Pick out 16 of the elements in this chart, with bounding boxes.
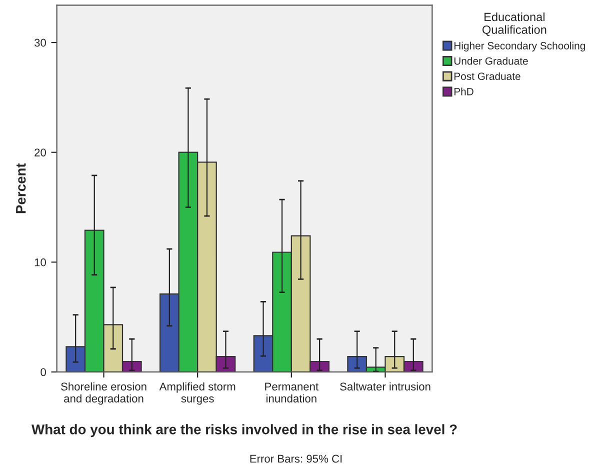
legend-title: Educational Qualification xyxy=(482,12,546,36)
legend-label: PhD xyxy=(454,88,474,96)
y-axis-title: Percent xyxy=(16,163,26,214)
legend-label: Post Graduate xyxy=(454,72,520,80)
y-tick-label: 0 xyxy=(40,368,46,376)
x-axis-title: What do you think are the risks involved in the rise in sea level ? xyxy=(32,424,457,438)
y-tick-label: 20 xyxy=(34,148,46,156)
x-tick-label: Shoreline erosion and degradation xyxy=(61,382,146,405)
x-tick-label: Saltwater intrusion xyxy=(340,382,430,391)
y-tick-label: 30 xyxy=(34,38,46,47)
x-tick-label: Permanent inundation xyxy=(265,382,319,402)
y-tick-label: 10 xyxy=(34,258,46,266)
x-tick-label: Amplified storm surges xyxy=(159,382,236,405)
legend-label: Higher Secondary Schooling xyxy=(454,42,585,52)
legend-label: Under Graduate xyxy=(454,57,528,65)
text: Error Bars: 95% CI xyxy=(250,454,342,463)
